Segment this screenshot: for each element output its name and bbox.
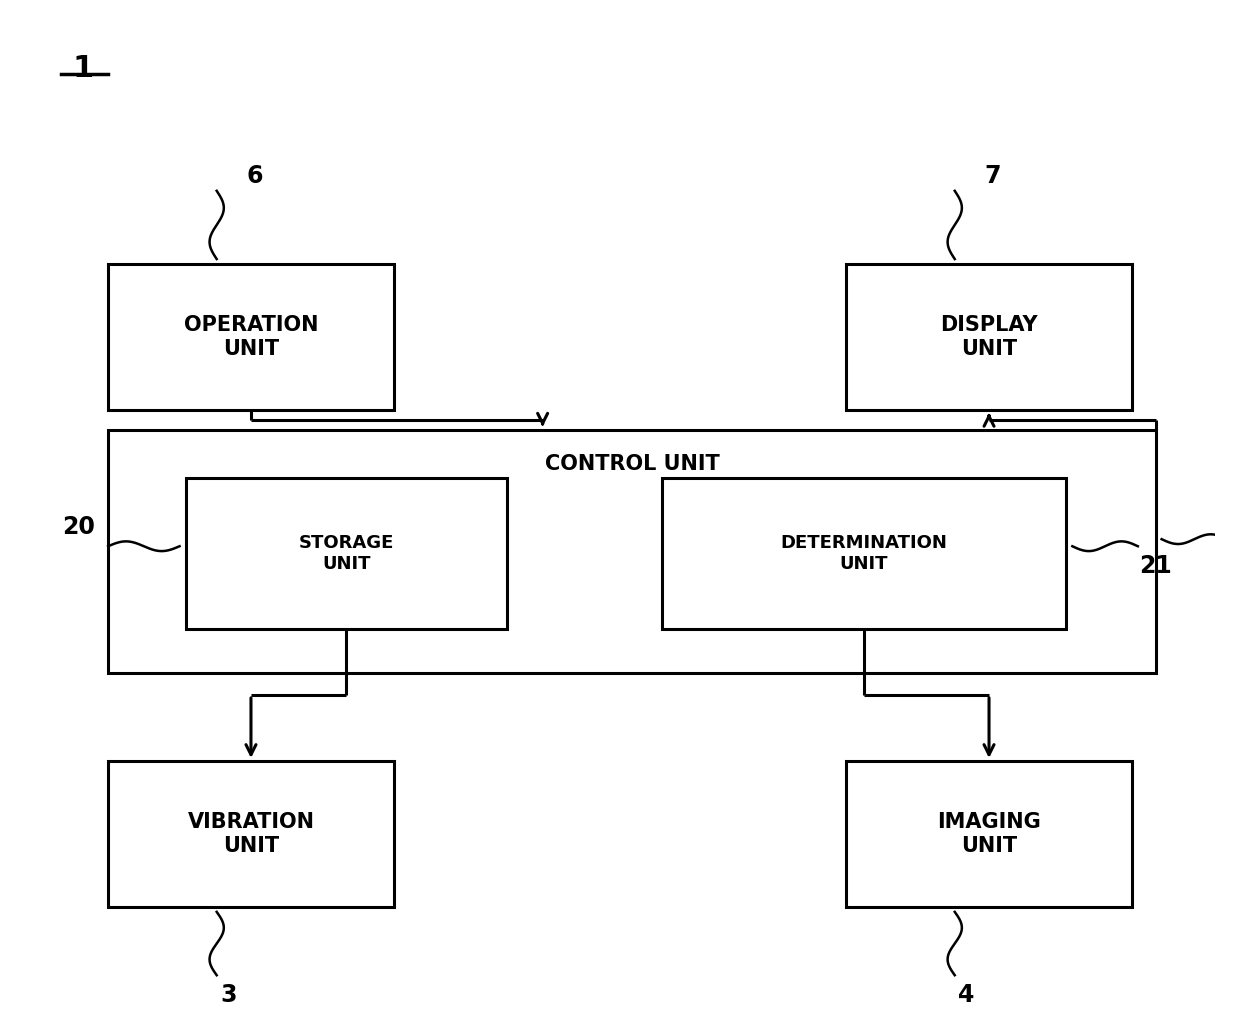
- Text: DETERMINATION
UNIT: DETERMINATION UNIT: [781, 534, 947, 573]
- Bar: [108, 429, 1156, 673]
- Text: 20: 20: [62, 515, 94, 539]
- Text: 1: 1: [72, 55, 94, 83]
- Text: IMAGING
UNIT: IMAGING UNIT: [937, 812, 1040, 856]
- Bar: [108, 761, 394, 907]
- Bar: [186, 478, 507, 629]
- Text: VIBRATION
UNIT: VIBRATION UNIT: [187, 812, 315, 856]
- Text: 6: 6: [247, 164, 263, 188]
- Bar: [846, 761, 1132, 907]
- Text: 4: 4: [959, 983, 975, 1007]
- Text: DISPLAY
UNIT: DISPLAY UNIT: [940, 316, 1038, 358]
- Bar: [108, 264, 394, 410]
- Text: STORAGE
UNIT: STORAGE UNIT: [299, 534, 394, 573]
- Text: 21: 21: [1140, 554, 1172, 578]
- Bar: [662, 478, 1066, 629]
- Text: 7: 7: [985, 164, 1001, 188]
- Text: OPERATION
UNIT: OPERATION UNIT: [184, 316, 319, 358]
- Text: CONTROL UNIT: CONTROL UNIT: [544, 454, 719, 474]
- Bar: [846, 264, 1132, 410]
- Text: 3: 3: [221, 983, 237, 1007]
